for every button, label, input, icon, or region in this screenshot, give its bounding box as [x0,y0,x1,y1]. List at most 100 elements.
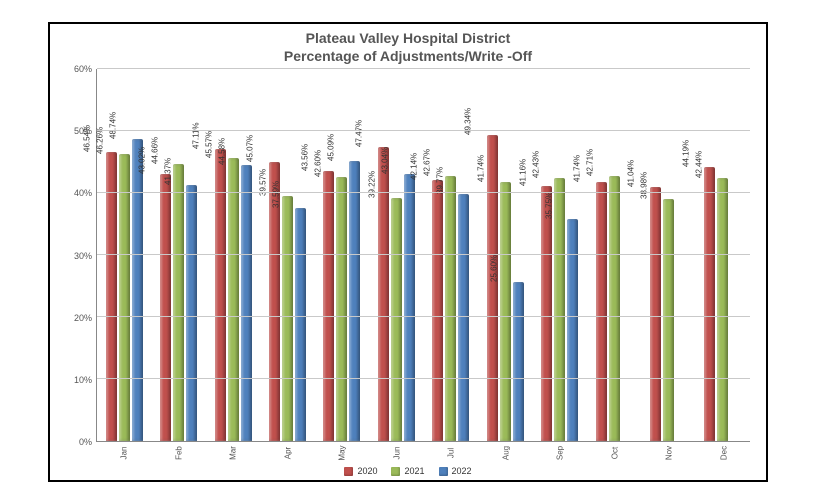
bar-wrap: 44.66% [173,69,184,441]
bar: 46.54% [106,152,117,441]
bar-value-label: 45.57% [204,131,213,158]
bar-group: 41.16%42.43%35.75% [532,69,586,441]
bar-wrap: 44.58% [241,69,252,441]
plot-area: 0%10%20%30%40%50%60% 46.54%46.26%48.74%4… [60,69,756,464]
bar-group: 44.19%42.44% [696,69,750,441]
bar-wrap: 44.19% [704,69,715,441]
bar-value-label: 42.14% [409,153,418,180]
bar-wrap: 43.56% [323,69,334,441]
bar-wrap: 47.47% [378,69,389,441]
grid-line [97,192,750,193]
y-tick-label: 20% [74,313,92,323]
bar: 45.09% [349,161,360,441]
bar-value-label: 42.60% [313,150,322,177]
bar-wrap: 42.14% [432,69,443,441]
bar-value-label: 39.77% [435,167,444,194]
bar-value-label: 44.66% [150,137,159,164]
bar: 37.59% [295,208,306,441]
bar-wrap: 25.60% [513,69,524,441]
bar-value-label: 46.26% [96,127,105,154]
bar-value-label: 35.75% [544,192,553,219]
bar-value-label: 41.74% [572,155,581,182]
plot: 46.54%46.26%48.74%43.02%44.66%41.37%47.1… [96,69,750,442]
bar: 41.16% [541,186,552,441]
x-tick-label: May [330,426,352,481]
bar-value-label: 47.11% [192,122,201,149]
bar: 42.44% [717,178,728,441]
bar-wrap: 47.11% [215,69,226,441]
bar-group: 41.04%38.98% [641,69,695,441]
x-tick-label: Oct [603,426,625,481]
legend-label: 2021 [404,466,424,476]
bar-wrap: 42.44% [717,69,728,441]
chart-title-line2: Percentage of Adjustments/Write -Off [284,48,532,64]
grid-line [97,68,750,69]
bar: 43.02% [160,174,171,441]
chart-title-line1: Plateau Valley Hospital District [306,30,511,46]
bar-wrap: 41.74% [596,69,607,441]
bar-wrap: 39.22% [391,69,402,441]
bar-value-label: 49.34% [464,108,473,135]
grid-line [97,254,750,255]
bar-wrap: 41.16% [541,69,552,441]
bar: 35.75% [567,219,578,441]
bar-value-label: 45.07% [246,134,255,161]
bar: 42.67% [445,176,456,441]
y-tick-label: 40% [74,188,92,198]
bar: 49.34% [487,135,498,441]
x-tick-label: Apr [276,426,298,481]
bar-wrap: 43.04% [404,69,415,441]
bar-value-label: 25.60% [490,255,499,282]
bar: 45.57% [228,158,239,441]
bar-value-label: 41.74% [477,155,486,182]
x-axis-labels: JanFebMarAprMayJunJulAugSepOctNovDec [96,442,750,464]
bar-value-label: 45.09% [326,134,335,161]
y-tick-label: 30% [74,251,92,261]
x-tick-label: Jul [439,426,461,481]
bar: 48.74% [132,139,143,441]
bar-value-label: 42.44% [694,151,703,178]
bar-value-label: 41.37% [163,157,172,184]
bar-value-label: 43.56% [300,144,309,171]
bar-group: 49.34%41.74%25.60% [478,69,532,441]
bar-wrap: 41.74% [500,69,511,441]
x-tick-label: Aug [494,426,516,481]
grid-line [97,316,750,317]
x-tick-label: Jun [385,426,407,481]
bar-wrap: 48.74% [132,69,143,441]
bar: 42.14% [432,180,443,441]
bar-value-label: 47.47% [355,120,364,147]
x-tick-label: Nov [657,426,679,481]
bar: 44.66% [173,164,184,441]
chart-title: Plateau Valley Hospital District Percent… [284,30,532,65]
bar-group: 47.47%39.22%43.04% [369,69,423,441]
bar: 44.19% [704,167,715,441]
bar: 47.47% [378,147,389,441]
bar: 39.77% [458,194,469,441]
bar-wrap: 42.43% [554,69,565,441]
y-tick-label: 0% [79,437,92,447]
bar: 38.98% [663,199,674,441]
grid-line [97,130,750,131]
bar-group: 47.11%45.57%44.58% [206,69,260,441]
bar-wrap: 37.59% [295,69,306,441]
bar-wrap: 45.07% [269,69,280,441]
bar: 41.37% [186,185,197,441]
bar: 42.43% [554,178,565,441]
bar: 25.60% [513,282,524,441]
y-tick-label: 10% [74,375,92,385]
bar-wrap: 46.26% [119,69,130,441]
bar-wrap: 42.60% [336,69,347,441]
bar-wrap: 45.57% [228,69,239,441]
bar-value-label: 38.98% [640,172,649,199]
bar-value-label: 44.19% [681,140,690,167]
bar: 43.56% [323,171,334,441]
legend-label: 2020 [357,466,377,476]
bar-value-label: 37.59% [272,181,281,208]
bar: 42.60% [336,177,347,441]
bar: 41.74% [596,182,607,441]
bar-value-label: 43.02% [137,147,146,174]
bar-value-label: 46.54% [83,125,92,152]
bar-value-label: 42.71% [585,149,594,176]
bar-value-label: 42.43% [531,151,540,178]
